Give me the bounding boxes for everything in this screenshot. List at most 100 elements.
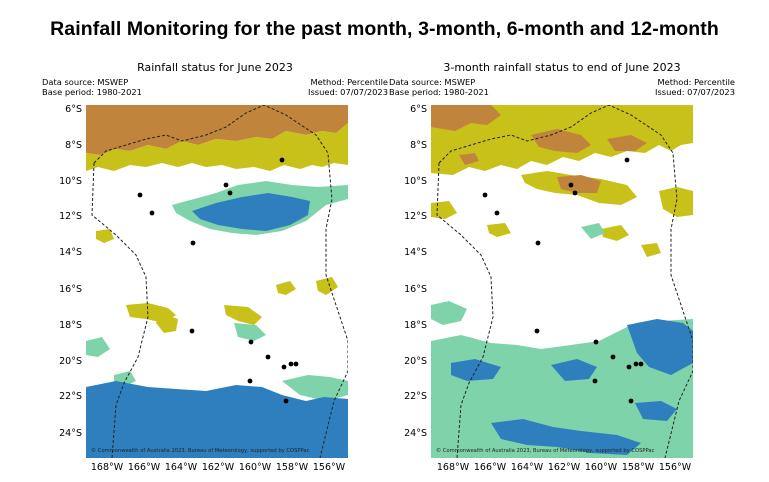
map-panel-3-month: 3-month rainfall status to end of June 2… bbox=[387, 56, 737, 482]
lat-tick: 12°S bbox=[59, 211, 82, 222]
station-marker bbox=[223, 182, 229, 188]
lat-tick: 8°S bbox=[410, 140, 427, 151]
station-marker bbox=[189, 328, 195, 334]
page-title: Rainfall Monitoring for the past month, … bbox=[50, 18, 719, 40]
meta-left: Data source: MSWEP Base period: 1980-2021 bbox=[42, 77, 142, 97]
lat-tick: 22°S bbox=[59, 391, 82, 402]
lat-tick: 22°S bbox=[404, 391, 427, 402]
station-marker bbox=[149, 210, 155, 216]
station-marker bbox=[288, 361, 294, 367]
meta-right: Method: Percentile Issued: 07/07/2023 bbox=[308, 77, 388, 97]
region-very-much-above bbox=[459, 153, 479, 165]
region-boundary bbox=[436, 105, 693, 458]
lat-tick: 6°S bbox=[65, 104, 82, 115]
lat-tick: 24°S bbox=[404, 428, 427, 439]
station-marker bbox=[190, 240, 196, 246]
rainfall-map: © Commonwealth of Australia 2023, Bureau… bbox=[431, 105, 693, 458]
station-marker bbox=[626, 364, 632, 370]
region-above bbox=[276, 281, 296, 295]
station-marker bbox=[638, 361, 644, 367]
region-below bbox=[234, 323, 266, 341]
station-marker bbox=[265, 354, 271, 360]
station-marker bbox=[293, 361, 299, 367]
station-marker bbox=[247, 378, 253, 384]
region-very-much-below bbox=[635, 401, 677, 421]
station-marker bbox=[572, 190, 578, 196]
rainfall-map-svg bbox=[86, 105, 348, 458]
region-below bbox=[282, 375, 348, 401]
station-marker bbox=[535, 240, 541, 246]
lat-tick: 10°S bbox=[59, 176, 82, 187]
data-source: Data source: MSWEP bbox=[389, 77, 476, 87]
rainfall-map: © Commonwealth of Australia 2023, Bureau… bbox=[86, 105, 348, 458]
station-marker bbox=[593, 339, 599, 345]
lat-tick: 12°S bbox=[404, 211, 427, 222]
meta-left: Data source: MSWEP Base period: 1980-2021 bbox=[389, 77, 489, 97]
region-above bbox=[156, 313, 178, 333]
method: Method: Percentile bbox=[657, 77, 735, 87]
base-period: Base period: 1980-2021 bbox=[42, 87, 142, 97]
lat-tick: 16°S bbox=[404, 284, 427, 295]
rainfall-map-svg bbox=[431, 105, 693, 458]
lon-tick: 160°W bbox=[238, 462, 272, 473]
lon-tick: 168°W bbox=[436, 462, 470, 473]
region-very-much-below bbox=[86, 381, 348, 458]
panel-title: 3-month rainfall status to end of June 2… bbox=[443, 61, 681, 74]
station-marker bbox=[227, 190, 233, 196]
region-above bbox=[431, 201, 457, 219]
region-very-much-above bbox=[431, 105, 501, 131]
stations bbox=[137, 157, 299, 404]
lon-tick: 156°W bbox=[312, 462, 346, 473]
map-panel-june: Rainfall status for June 2023 Data sourc… bbox=[40, 56, 390, 482]
region-below bbox=[581, 223, 605, 239]
lat-tick: 14°S bbox=[404, 247, 427, 258]
region-above bbox=[487, 223, 511, 237]
region-boundary bbox=[91, 105, 348, 458]
region-above bbox=[316, 277, 338, 295]
lon-tick: 162°W bbox=[201, 462, 235, 473]
station-marker bbox=[628, 398, 634, 404]
issued-date: Issued: 07/07/2023 bbox=[308, 87, 388, 97]
lon-tick: 156°W bbox=[658, 462, 692, 473]
issued-date: Issued: 07/07/2023 bbox=[655, 87, 735, 97]
lon-tick: 164°W bbox=[164, 462, 198, 473]
region-above bbox=[641, 243, 661, 257]
region-very-much-above bbox=[607, 135, 647, 151]
lon-tick: 168°W bbox=[90, 462, 124, 473]
lat-tick: 10°S bbox=[404, 176, 427, 187]
lon-tick: 166°W bbox=[127, 462, 161, 473]
lat-tick: 18°S bbox=[59, 320, 82, 331]
lat-tick: 20°S bbox=[59, 356, 82, 367]
region-above bbox=[601, 225, 629, 241]
region-very-much-below bbox=[627, 319, 693, 375]
region-very-much-above bbox=[531, 129, 591, 153]
station-marker bbox=[624, 157, 630, 163]
station-marker bbox=[281, 364, 287, 370]
stations bbox=[482, 157, 644, 404]
copyright-notice: © Commonwealth of Australia 2023, Bureau… bbox=[91, 448, 310, 454]
lon-tick: 162°W bbox=[547, 462, 581, 473]
region-below bbox=[431, 301, 467, 325]
lon-tick: 160°W bbox=[584, 462, 618, 473]
station-marker bbox=[592, 378, 598, 384]
region-above bbox=[96, 229, 114, 243]
lat-tick: 16°S bbox=[59, 284, 82, 295]
lat-tick: 14°S bbox=[59, 247, 82, 258]
lon-tick: 164°W bbox=[510, 462, 544, 473]
station-marker bbox=[137, 192, 143, 198]
region-near-normal bbox=[451, 251, 681, 337]
region-very-much-above bbox=[557, 175, 601, 193]
station-marker bbox=[279, 157, 285, 163]
lon-tick: 166°W bbox=[473, 462, 507, 473]
station-marker bbox=[633, 361, 639, 367]
copyright-notice: © Commonwealth of Australia 2023, Bureau… bbox=[436, 448, 655, 454]
lat-tick: 6°S bbox=[410, 104, 427, 115]
region-very-much-below bbox=[192, 193, 310, 231]
station-marker bbox=[610, 354, 616, 360]
station-marker bbox=[482, 192, 488, 198]
base-period: Base period: 1980-2021 bbox=[389, 87, 489, 97]
station-marker bbox=[248, 339, 254, 345]
region-very-much-below bbox=[491, 419, 641, 455]
station-marker bbox=[568, 182, 574, 188]
lon-tick: 158°W bbox=[621, 462, 655, 473]
